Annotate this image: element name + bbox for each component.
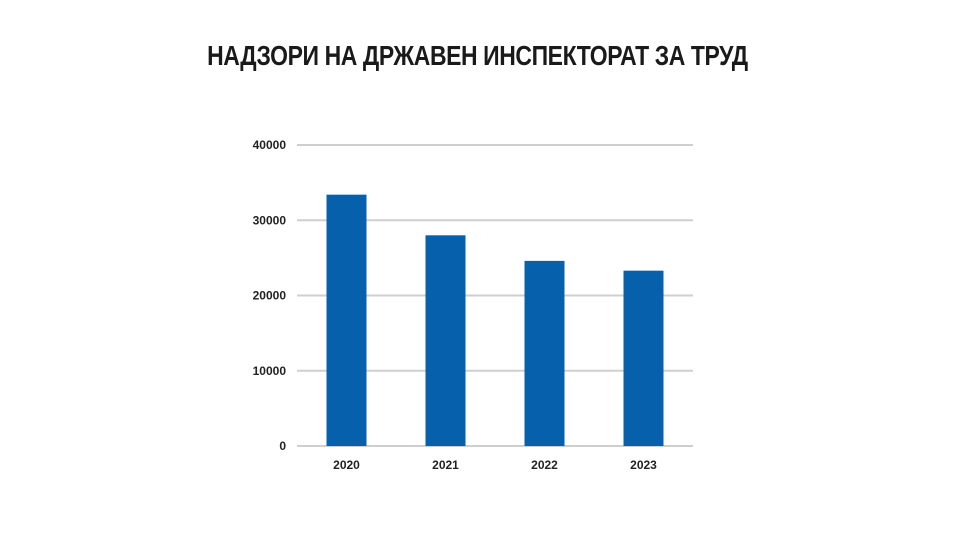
x-tick-label-2023: 2023	[630, 458, 657, 472]
x-axis-tick-labels: 2020 2021 2022 2023	[333, 458, 657, 472]
x-tick-label-2021: 2021	[432, 458, 459, 472]
x-tick-label-2022: 2022	[531, 458, 558, 472]
bars	[326, 194, 664, 446]
bar-2020	[326, 194, 367, 446]
y-tick-label: 20000	[253, 289, 287, 303]
y-tick-label: 0	[279, 439, 286, 453]
chart-title: НАДЗОРИ НА ДРЖАВЕН ИНСПЕКТОРАТ ЗА ТРУД	[207, 40, 748, 71]
bar-2021	[425, 235, 466, 446]
y-axis-tick-labels: 0 10000 20000 30000 40000	[253, 138, 287, 453]
y-tick-label: 10000	[253, 364, 287, 378]
bar-2022	[524, 260, 565, 446]
x-tick-label-2020: 2020	[333, 458, 360, 472]
bar-2023	[623, 270, 664, 446]
y-tick-label: 30000	[253, 213, 287, 227]
y-tick-label: 40000	[253, 138, 287, 152]
